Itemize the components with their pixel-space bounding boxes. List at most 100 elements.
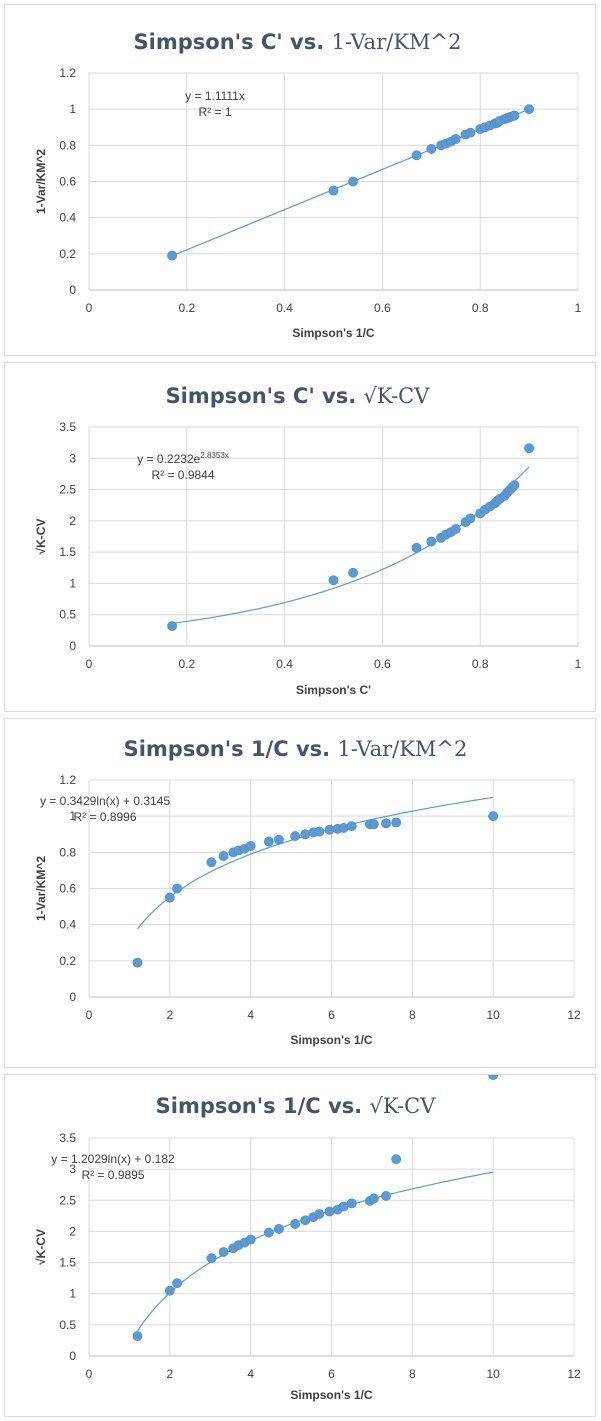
- data-point: [206, 1253, 217, 1264]
- y-tick-label: 0.5: [59, 1318, 76, 1332]
- x-axis-label: Simpson's 1/C: [290, 1388, 373, 1402]
- y-tick-label: 2.5: [59, 1193, 76, 1207]
- data-point: [524, 443, 534, 454]
- data-point: [274, 834, 284, 845]
- data-point: [488, 811, 499, 822]
- data-point: [381, 818, 391, 829]
- trendline-r2: R² = 0.9844: [151, 468, 214, 482]
- chart-4: Simpson's 1/C vs. √K-CV 0 0.5 1 1.5 2 2.5 3 3.5 0…: [34, 1075, 581, 1402]
- y-tick-label: 2.5: [59, 483, 76, 497]
- data-point: [465, 513, 476, 524]
- data-point: [300, 829, 311, 840]
- x-tick-label: 8: [409, 1008, 416, 1022]
- equation-exponent: 2.8353x: [200, 451, 228, 460]
- y-tick-label: 0.6: [59, 882, 76, 896]
- x-tick-label: 0.6: [374, 657, 391, 671]
- data-point: [328, 575, 339, 586]
- chart-panel-2: Simpson's C' vs. √K-CV 0 0.5 1 1.5 2 2.5 3 3.5 0 0…: [4, 362, 596, 712]
- y-tick-label: 2: [69, 514, 76, 528]
- trendline-equation: y = 1.2029ln(x) + 0.182: [51, 1152, 175, 1166]
- chart-3: Simpson's 1/C vs. 1-Var/KM^2 0 0.2 0.4 0.6 0.…: [34, 737, 581, 1047]
- data-point: [314, 1209, 325, 1219]
- trendline-equation: y = 0.3429ln(x) + 0.3145: [40, 794, 170, 808]
- data-point: [411, 150, 422, 161]
- trendline: [137, 1171, 494, 1332]
- data-point: [411, 542, 422, 553]
- data-point: [426, 536, 437, 547]
- data-point: [245, 1234, 256, 1245]
- chart-title-main: Simpson's 1/C vs.: [156, 1094, 370, 1118]
- chart-1: Simpson's C' vs. 1-Var/KM^2 0 0.2 0.4 0.6 0.8…: [34, 30, 582, 340]
- x-tick-label: 1: [575, 657, 582, 671]
- y-tick-label: 0.4: [59, 918, 76, 932]
- y-axis-label: 1-Var/KM^2: [34, 856, 48, 921]
- data-point: [164, 1285, 175, 1296]
- chart-title-main: Simpson's C' vs.: [134, 30, 332, 54]
- y-tick-label: 0.2: [59, 247, 76, 261]
- x-tick-label: 0.6: [374, 301, 391, 315]
- data-point: [328, 185, 339, 196]
- data-point: [391, 817, 402, 828]
- data-point: [324, 824, 335, 835]
- y-tick-label: 0.5: [59, 608, 76, 622]
- data-point: [348, 567, 358, 578]
- equation-text: y = 1.1111x: [185, 89, 245, 103]
- data-point: [206, 857, 217, 868]
- x-tick-label: 0.4: [276, 657, 293, 671]
- y-tick-label: 0: [69, 639, 76, 653]
- x-axis-label: Simpson's 1/C: [292, 326, 375, 340]
- data-point: [263, 1227, 274, 1238]
- x-tick-label: 0: [86, 1367, 93, 1381]
- data-point: [450, 134, 461, 144]
- equation-text: y = 0.3429ln(x) + 0.3145: [40, 794, 170, 808]
- y-tick-label: 0.6: [59, 175, 76, 189]
- data-point: [172, 883, 183, 894]
- x-tick-label: 0: [86, 657, 93, 671]
- chart-2: Simpson's C' vs. √K-CV 0 0.5 1 1.5 2 2.5 3 3.5 0 0…: [34, 384, 582, 697]
- chart-title-suffix: 1-Var/KM^2: [337, 737, 467, 761]
- data-point: [164, 892, 175, 903]
- data-point: [524, 104, 534, 115]
- y-tick-label: 0.8: [59, 845, 76, 859]
- data-point: [290, 831, 301, 841]
- chart-title-suffix: √K-CV: [369, 1094, 436, 1118]
- data-point: [167, 621, 178, 631]
- chart-panel-4: Simpson's 1/C vs. √K-CV 0 0.5 1 1.5 2 2.5 3 3.5 0…: [4, 1074, 596, 1417]
- chart-title: Simpson's 1/C vs. √K-CV: [156, 1094, 437, 1118]
- data-point: [391, 1154, 402, 1165]
- y-tick-label: 0.4: [59, 211, 76, 225]
- y-tick-label: 3: [69, 451, 76, 465]
- y-tick-label: 1.5: [59, 1256, 76, 1270]
- data-point: [488, 1075, 499, 1080]
- y-tick-label: 0: [69, 1349, 76, 1363]
- data-point: [346, 821, 357, 832]
- chart-title: Simpson's C' vs. 1-Var/KM^2: [134, 30, 462, 54]
- x-tick-label: 4: [247, 1367, 254, 1381]
- x-tick-label: 1: [575, 301, 582, 315]
- y-tick-label: 1.2: [59, 773, 76, 787]
- chart-panel-1: Simpson's C' vs. 1-Var/KM^2 0 0.2 0.4 0.6 0.8…: [4, 4, 596, 356]
- data-point: [172, 1278, 183, 1289]
- x-tick-label: 8: [409, 1367, 416, 1381]
- y-tick-label: 1.2: [59, 66, 76, 80]
- data-point: [381, 1191, 391, 1201]
- x-tick-label: 0.2: [178, 301, 195, 315]
- y-tick-label: 3: [69, 1162, 76, 1176]
- equation-text: y = 1.2029ln(x) + 0.182: [51, 1152, 175, 1166]
- x-tick-label: 2: [166, 1008, 173, 1022]
- y-tick-label: 0: [69, 283, 76, 297]
- x-tick-label: 0.2: [178, 657, 195, 671]
- x-tick-label: 0.8: [472, 657, 489, 671]
- y-tick-label: 1.5: [59, 545, 76, 559]
- equation-text: y = 0.2232e: [137, 452, 200, 466]
- x-tick-label: 0: [86, 301, 93, 315]
- chart-title-suffix: √K-CV: [364, 384, 431, 408]
- trendline-r2: R² = 1: [198, 105, 231, 119]
- y-tick-label: 0.2: [59, 954, 76, 968]
- chart-title-main: Simpson's 1/C vs.: [124, 737, 338, 761]
- data-point: [346, 1198, 357, 1209]
- data-point: [314, 826, 325, 837]
- trendline-equation: y = 1.1111x: [185, 89, 245, 103]
- data-point: [132, 1331, 143, 1341]
- x-tick-label: 12: [567, 1008, 581, 1022]
